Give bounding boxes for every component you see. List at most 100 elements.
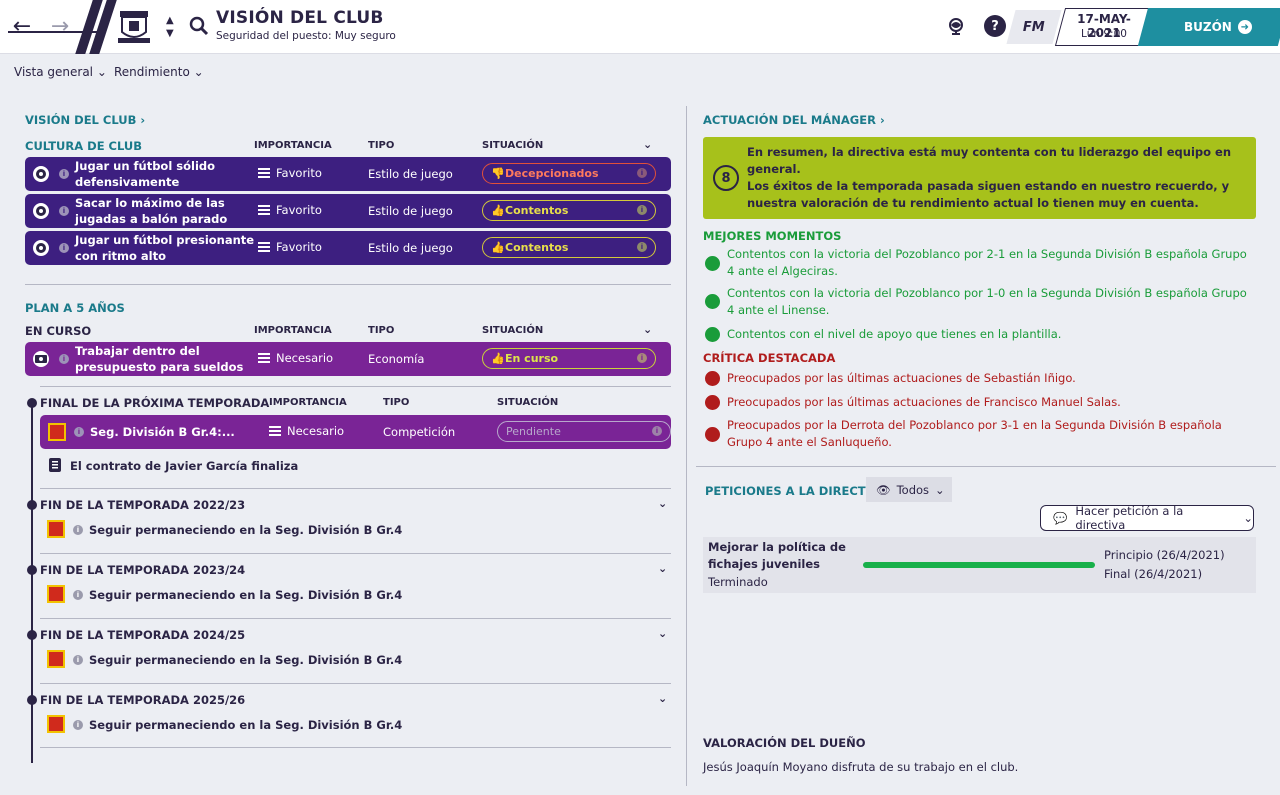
sub-navigation: Vista general ⌄ Rendimiento ⌄ [0, 55, 1280, 88]
page-subtitle: Seguridad del puesto: Muy seguro [216, 30, 396, 42]
culture-row[interactable]: i Jugar un fútbol presionante con ritmo … [25, 231, 671, 265]
search-icon[interactable] [189, 16, 209, 36]
fm-label: FM [1023, 19, 1045, 35]
info-icon[interactable]: i [59, 354, 69, 364]
chevron-down-icon[interactable]: ⌄ [658, 692, 668, 705]
criticism-item[interactable]: Preocupados por las últimas actuaciones … [727, 371, 1076, 385]
culture-row[interactable]: i Sacar lo máximo de las jugadas a balón… [25, 194, 671, 228]
info-icon: i [637, 353, 647, 363]
chevron-down-icon[interactable]: ⌄ [643, 138, 653, 151]
competition-badge-icon [47, 650, 65, 668]
chevron-down-icon[interactable]: ⌄ [658, 497, 668, 510]
request-title-line-2: fichajes juveniles [708, 557, 821, 571]
culture-label-line-2: con ritmo alto [75, 249, 167, 263]
club-switch-chevrons-icon[interactable]: ▲ ▼ [166, 15, 174, 39]
contract-icon [49, 458, 61, 472]
thumbs-down-icon: 👎 [491, 167, 505, 180]
status-pill[interactable]: 👍 Contentos i [482, 200, 656, 221]
status-pill[interactable]: 👎 Decepcionados i [482, 163, 656, 184]
chevron-down-icon: ⌄ [1243, 511, 1253, 525]
column-type[interactable]: TIPO [368, 325, 395, 336]
fm-menu-button[interactable]: FM [1006, 10, 1062, 44]
help-icon[interactable]: ? [984, 15, 1006, 37]
info-icon[interactable]: i [73, 655, 83, 665]
type-cell: Estilo de juego [368, 204, 453, 218]
football-icon [33, 240, 49, 256]
request-end-date: Final (26/4/2021) [1104, 567, 1203, 581]
info-icon[interactable]: i [73, 590, 83, 600]
column-status[interactable]: SITUACIÓN [482, 325, 544, 336]
make-request-button[interactable]: 💬 Hacer petición a la directiva ⌄ [1040, 504, 1254, 532]
request-title-line-1: Mejorar la política de [708, 540, 846, 554]
requests-filter-dropdown[interactable]: 👁 Todos ⌄ [866, 477, 952, 502]
divider [40, 683, 671, 684]
info-icon[interactable]: i [59, 243, 69, 253]
club-crest-icon[interactable] [116, 8, 152, 46]
in-progress-title: EN CURSO [25, 324, 92, 338]
chevron-down-icon: ⌄ [935, 482, 945, 497]
summary-line-2: Los éxitos de la temporada pasada siguen… [747, 179, 1230, 210]
season-goal: Seguir permaneciendo en la Seg. División… [89, 718, 403, 732]
request-state: Terminado [708, 575, 768, 589]
money-icon [33, 351, 49, 367]
column-divider [686, 106, 687, 786]
season-title: FIN DE LA TEMPORADA 2022/23 [40, 498, 246, 512]
club-vision-link[interactable]: VISIÓN DEL CLUB › [25, 113, 146, 127]
status-pill[interactable]: Pendiente i [497, 421, 671, 442]
manager-performance-link[interactable]: ACTUACIÓN DEL MÁNAGER › [703, 113, 885, 127]
club-culture-title: CULTURA DE CLUB [25, 139, 143, 153]
thumbs-up-icon: 👍 [491, 352, 505, 365]
type-cell: Economía [368, 352, 425, 366]
competition-badge-icon [47, 715, 65, 733]
contract-note[interactable]: El contrato de Javier García finaliza [70, 459, 299, 473]
board-score: 8 [713, 165, 739, 191]
column-type[interactable]: TIPO [383, 397, 410, 408]
info-icon: i [637, 205, 647, 215]
chevron-down-icon[interactable]: ⌄ [643, 323, 653, 336]
culture-label-line-1: Jugar un fútbol sólido [75, 159, 216, 173]
info-icon[interactable]: i [73, 525, 83, 535]
column-status[interactable]: SITUACIÓN [482, 140, 544, 151]
competition-badge-icon [47, 520, 65, 538]
globe-icon[interactable] [945, 15, 967, 37]
plan-in-progress-row[interactable]: i Trabajar dentro del presupuesto para s… [25, 342, 671, 376]
timeline-dot [27, 500, 37, 510]
info-icon[interactable]: i [74, 427, 84, 437]
forward-arrow-icon[interactable]: → [50, 13, 70, 39]
next-season-row[interactable]: i Seg. División B Gr.4:... Necesario Com… [40, 415, 671, 449]
column-importance[interactable]: IMPORTANCIA [254, 140, 332, 151]
inbox-button-label[interactable]: BUZÓN ➜ [1184, 20, 1252, 34]
info-icon[interactable]: i [59, 206, 69, 216]
column-importance[interactable]: IMPORTANCIA [254, 325, 332, 336]
criticism-item[interactable]: Preocupados por las últimas actuaciones … [727, 395, 1121, 409]
status-pill[interactable]: 👍 Contentos i [482, 237, 656, 258]
competition-badge-icon [48, 423, 66, 441]
importance-cell: Favorito [258, 166, 322, 180]
tab-vista-general[interactable]: Vista general ⌄ [14, 65, 107, 79]
column-status[interactable]: SITUACIÓN [497, 397, 559, 408]
info-icon[interactable]: i [73, 720, 83, 730]
active-tab-underline [8, 31, 104, 33]
speech-bubble-icon: 💬 [1053, 511, 1068, 525]
football-icon [33, 166, 49, 182]
chevron-down-icon[interactable]: ⌄ [658, 562, 668, 575]
page-title: VISIÓN DEL CLUB [216, 8, 384, 28]
best-moment-item: Contentos con el nivel de apoyo que tien… [727, 327, 1062, 341]
column-type[interactable]: TIPO [368, 140, 395, 151]
request-progress-bar [863, 562, 1095, 568]
culture-label-line-1: Sacar lo máximo de las [75, 196, 225, 210]
chevron-down-icon[interactable]: ⌄ [658, 627, 668, 640]
tab-rendimiento[interactable]: Rendimiento ⌄ [114, 65, 204, 79]
player-icon [705, 395, 720, 410]
back-arrow-icon[interactable]: ← [12, 13, 32, 39]
status-pill[interactable]: 👍 En curso i [482, 348, 656, 369]
importance-bars-icon [258, 204, 270, 216]
culture-row[interactable]: i Jugar un fútbol sólido defensivamente … [25, 157, 671, 191]
info-icon[interactable]: i [59, 169, 69, 179]
column-importance[interactable]: IMPORTANCIA [269, 397, 347, 408]
importance-cell: Favorito [258, 203, 322, 217]
eye-icon: 👁 [876, 482, 891, 497]
board-summary-box: 8 En resumen, la directiva está muy cont… [703, 137, 1256, 219]
five-year-plan-title: PLAN A 5 AÑOS [25, 301, 125, 315]
info-icon: i [637, 168, 647, 178]
